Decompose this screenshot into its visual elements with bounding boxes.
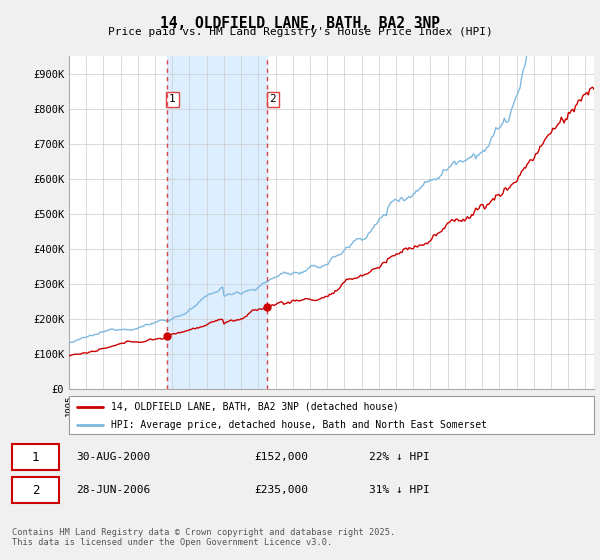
Text: 1: 1 [32,451,40,464]
Text: 1: 1 [169,94,176,104]
Text: 31% ↓ HPI: 31% ↓ HPI [369,486,430,495]
Text: Price paid vs. HM Land Registry's House Price Index (HPI): Price paid vs. HM Land Registry's House … [107,27,493,37]
Text: £152,000: £152,000 [254,452,308,462]
Text: £235,000: £235,000 [254,486,308,495]
Text: 22% ↓ HPI: 22% ↓ HPI [369,452,430,462]
Text: 14, OLDFIELD LANE, BATH, BA2 3NP: 14, OLDFIELD LANE, BATH, BA2 3NP [160,16,440,31]
FancyBboxPatch shape [69,396,594,434]
Text: 2: 2 [32,484,40,497]
Text: 2: 2 [269,94,276,104]
Bar [167,56,267,389]
Text: 28-JUN-2006: 28-JUN-2006 [77,486,151,495]
Text: Contains HM Land Registry data © Crown copyright and database right 2025.
This d: Contains HM Land Registry data © Crown c… [12,528,395,547]
FancyBboxPatch shape [12,444,59,470]
Text: 30-AUG-2000: 30-AUG-2000 [77,452,151,462]
FancyBboxPatch shape [12,477,59,503]
Text: 14, OLDFIELD LANE, BATH, BA2 3NP (detached house): 14, OLDFIELD LANE, BATH, BA2 3NP (detach… [111,402,399,412]
Text: HPI: Average price, detached house, Bath and North East Somerset: HPI: Average price, detached house, Bath… [111,420,487,430]
